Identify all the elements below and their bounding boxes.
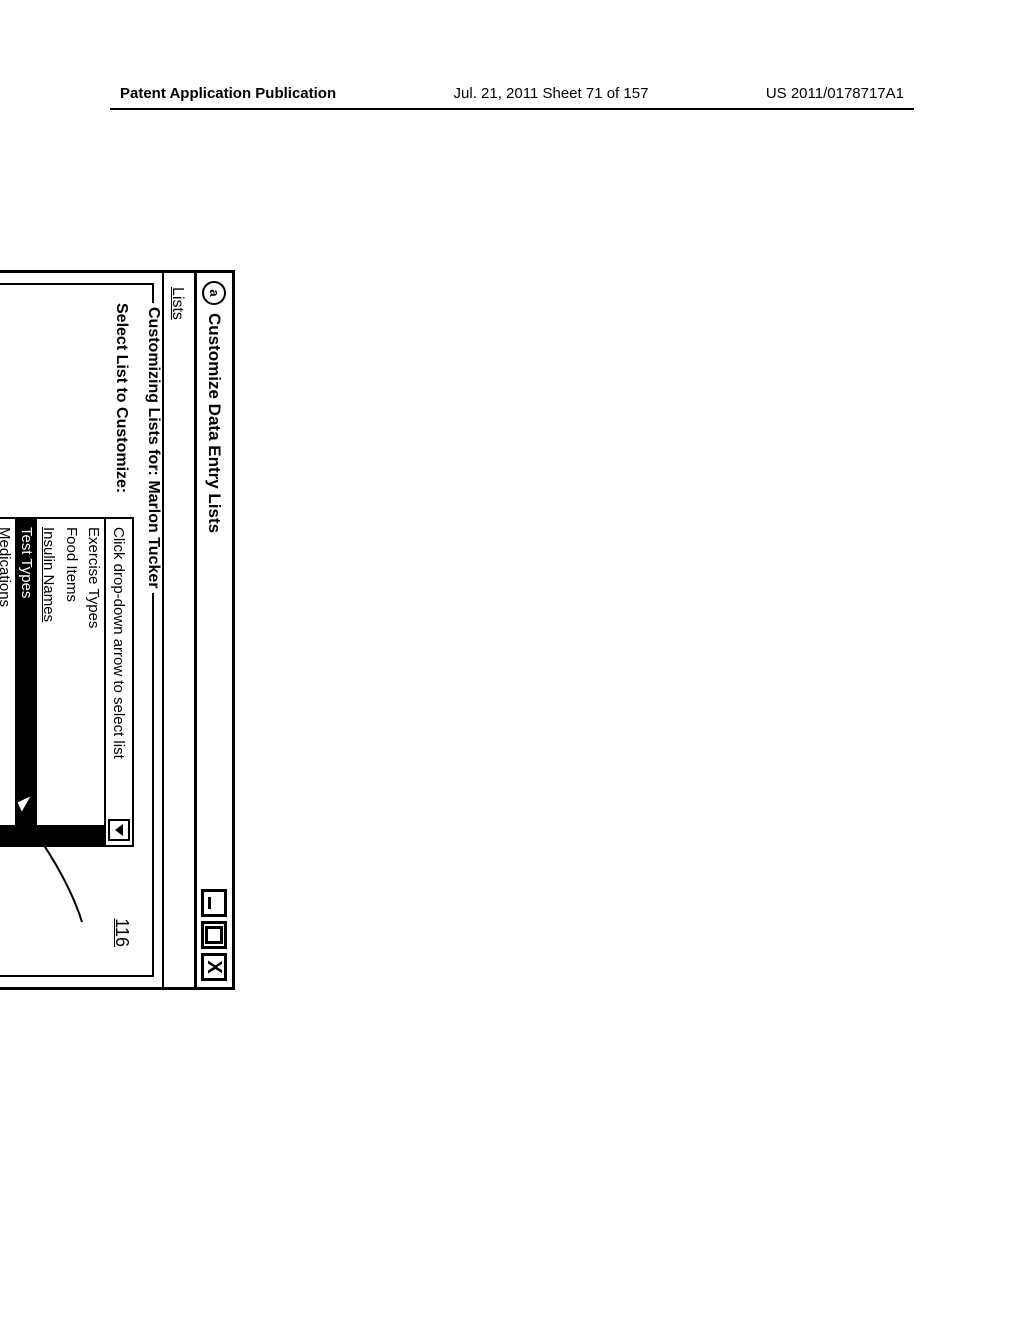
option-test-types[interactable]: Test Types bbox=[15, 519, 37, 845]
option-insulin-names[interactable]: Insulin Names bbox=[37, 519, 59, 845]
list-select-combo[interactable]: Click drop-down arrow to select list bbox=[104, 517, 134, 847]
header-center: Jul. 21, 2011 Sheet 71 of 157 bbox=[454, 85, 649, 102]
dialog-window: a Customize Data Entry Lists X Lists Cus… bbox=[0, 270, 235, 990]
dropdown-scrollbar[interactable] bbox=[0, 825, 104, 845]
group-title: Customizing Lists for: Marlon Tucker bbox=[144, 303, 162, 593]
header-right: US 2011/0178717A1 bbox=[766, 85, 904, 102]
window-controls: X bbox=[202, 889, 228, 981]
callout-116: 116 bbox=[111, 918, 132, 947]
select-list-row: Select List to Customize: Click drop-dow… bbox=[104, 303, 134, 957]
header-left: Patent Application Publication bbox=[120, 85, 336, 102]
option-test-types-label: Test Types bbox=[16, 527, 36, 598]
header-rule bbox=[110, 108, 914, 110]
title-left: a Customize Data Entry Lists bbox=[203, 281, 227, 533]
combo-placeholder: Click drop-down arrow to select list bbox=[111, 527, 128, 759]
close-icon[interactable]: X bbox=[202, 953, 228, 981]
option-food-items[interactable]: Food Items bbox=[60, 519, 82, 845]
window-title: Customize Data Entry Lists bbox=[205, 313, 225, 533]
tab-lists[interactable]: Lists bbox=[164, 287, 188, 326]
page-header: Patent Application Publication Jul. 21, … bbox=[0, 85, 1024, 102]
tab-strip: Lists bbox=[162, 273, 194, 987]
combo-dropdown: Exercise Types Food Items Insulin Names … bbox=[0, 517, 104, 847]
title-bar: a Customize Data Entry Lists X bbox=[194, 273, 232, 987]
maximize-icon[interactable] bbox=[202, 921, 228, 949]
combo-area: Click drop-down arrow to select list Exe… bbox=[104, 517, 134, 847]
figure-container: a Customize Data Entry Lists X Lists Cus… bbox=[0, 270, 235, 990]
group-box: Customizing Lists for: Marlon Tucker Sel… bbox=[0, 283, 154, 977]
chevron-down-icon[interactable] bbox=[108, 819, 130, 841]
app-icon: a bbox=[203, 281, 227, 305]
select-list-label: Select List to Customize: bbox=[112, 303, 134, 503]
option-exercise-types[interactable]: Exercise Types bbox=[82, 519, 104, 845]
option-medications[interactable]: Medications bbox=[0, 519, 15, 845]
minimize-icon[interactable] bbox=[202, 889, 228, 917]
dialog-content: Customizing Lists for: Marlon Tucker Sel… bbox=[0, 273, 162, 987]
cursor-icon bbox=[18, 797, 35, 812]
